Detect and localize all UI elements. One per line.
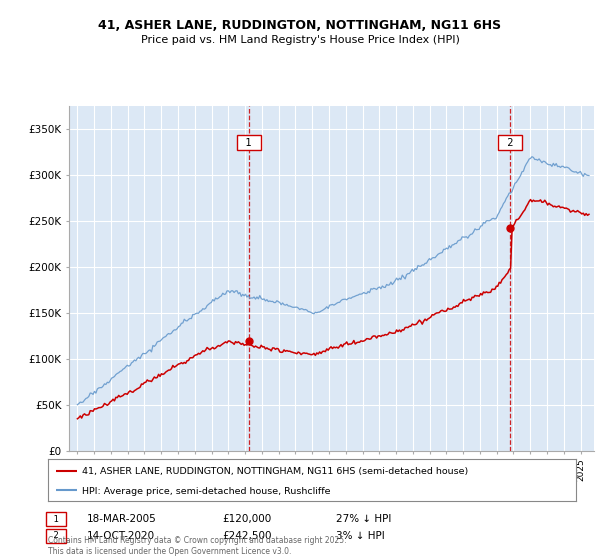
Text: 2: 2: [48, 531, 64, 540]
Text: 1: 1: [239, 138, 258, 148]
Text: 41, ASHER LANE, RUDDINGTON, NOTTINGHAM, NG11 6HS (semi-detached house): 41, ASHER LANE, RUDDINGTON, NOTTINGHAM, …: [82, 467, 469, 477]
Text: 2: 2: [500, 138, 520, 148]
Text: 1: 1: [48, 515, 64, 524]
Text: Price paid vs. HM Land Registry's House Price Index (HPI): Price paid vs. HM Land Registry's House …: [140, 35, 460, 45]
Text: HPI: Average price, semi-detached house, Rushcliffe: HPI: Average price, semi-detached house,…: [82, 487, 331, 496]
Text: 18-MAR-2005: 18-MAR-2005: [87, 514, 157, 524]
Text: £242,500: £242,500: [222, 531, 271, 541]
Text: Contains HM Land Registry data © Crown copyright and database right 2025.
This d: Contains HM Land Registry data © Crown c…: [48, 536, 347, 556]
Text: 14-OCT-2020: 14-OCT-2020: [87, 531, 155, 541]
Text: 41, ASHER LANE, RUDDINGTON, NOTTINGHAM, NG11 6HS: 41, ASHER LANE, RUDDINGTON, NOTTINGHAM, …: [98, 18, 502, 32]
Text: £120,000: £120,000: [222, 514, 271, 524]
Text: 3% ↓ HPI: 3% ↓ HPI: [336, 531, 385, 541]
Text: 27% ↓ HPI: 27% ↓ HPI: [336, 514, 391, 524]
